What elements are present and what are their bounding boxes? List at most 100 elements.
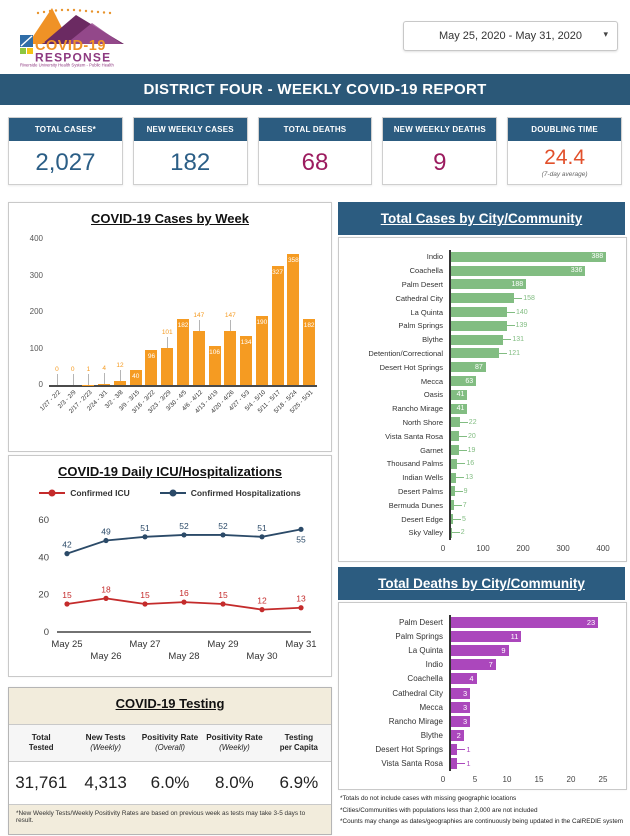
bar (192, 331, 205, 385)
bar-row: Mecca 63 (347, 374, 622, 388)
bar-row: La Quinta 9 (347, 643, 622, 658)
category-label: Mecca (420, 376, 443, 386)
bar-value-label: 1 (466, 745, 471, 755)
bar: 7 (451, 659, 496, 671)
bar: 41 (451, 389, 468, 400)
bar-value-label: 147 (193, 312, 205, 320)
data-point (103, 595, 109, 601)
section-header-total-cases-by-city: Total Cases by City/Community (338, 202, 625, 235)
chart-title-icu-hospitalizations: COVID-19 Daily ICU/Hospitalizations (58, 464, 282, 479)
bar-track: 9 (449, 643, 622, 658)
x-axis-label: May 25 (51, 639, 82, 650)
x-axis-tick: 0 (440, 543, 446, 553)
data-point (220, 601, 226, 607)
section-header-total-deaths-by-city: Total Deaths by City/Community (338, 567, 625, 600)
logo-text-response: RESPONSE (35, 51, 111, 65)
panel-icu-hospitalizations: COVID-19 Daily ICU/Hospitalizations Conf… (8, 455, 332, 677)
bar-value-label: 4 (469, 674, 474, 684)
testing-value: 6.0% (150, 773, 190, 792)
bar-track: 11 (449, 629, 622, 644)
bar: 3 (451, 701, 471, 713)
bar-value-label: 190 (256, 318, 268, 326)
x-axis: 0 100 200 300 400 (440, 543, 610, 558)
bar: 388 (451, 251, 607, 262)
bar-slot: 96 3/16 - 3/22 (131, 239, 160, 415)
testing-column-header: Positivity Rate (Overall) (141, 733, 199, 753)
bar (451, 758, 458, 770)
bar (451, 293, 515, 304)
category-label: Mecca (419, 702, 443, 712)
category-label: Garnet (420, 445, 443, 455)
bar-slot: 134 4/27 - 5/3 (228, 239, 254, 412)
testing-column-header: Total Tested (28, 733, 54, 753)
category-label: Palm Desert (398, 617, 443, 627)
testing-title: COVID-19 Testing (115, 696, 225, 711)
bar-track: 2 (449, 525, 622, 540)
y-axis-tick: 100 (29, 343, 43, 353)
bar (451, 431, 459, 442)
label-leader-line (457, 463, 466, 465)
stat-card-total-cases: TOTAL CASES* 2,027 (8, 117, 123, 185)
footnote-line: *Cities/Communities with populations les… (340, 806, 538, 814)
bar-row: Cathedral City 3 (347, 685, 622, 701)
bar-row: Palm Springs 139 (347, 318, 622, 333)
label-leader-line (56, 374, 58, 385)
logo-yellow-square (27, 48, 33, 54)
category-label: Coachella (409, 266, 443, 276)
x-axis-tick: 20 (566, 775, 576, 785)
x-axis-label: May 29 (207, 639, 238, 650)
bar-row: Palm Springs 11 (347, 629, 622, 644)
bar-value-label: 131 (512, 336, 525, 344)
panel-cases-by-week: COVID-19 Cases by Week 0 100 200 300 400 0 1/2… (8, 202, 332, 452)
data-point-label: 42 (62, 540, 72, 550)
data-point (298, 605, 304, 611)
bar (303, 318, 316, 385)
label-leader-line (104, 372, 106, 384)
x-axis-tick: 200 (516, 543, 530, 553)
bar-value-label: 20 (468, 432, 476, 440)
bar-track: 9 (449, 484, 622, 499)
data-point (259, 607, 265, 613)
bar-value-label: 1 (86, 365, 91, 373)
logo-tagline: Riverside University Health System - Pub… (20, 63, 114, 68)
bar-rows: Indio 388 Coachella 336 Palm Desert 188 Cathed… (347, 250, 622, 540)
logo-text-covid19: COVID-19 (35, 38, 106, 54)
footnote-line: *Totals do not include cases with missin… (340, 795, 517, 802)
bar-row: Thousand Palms 16 (347, 456, 622, 471)
bar (451, 445, 459, 456)
bar (271, 265, 284, 385)
stats-row: TOTAL CASES* 2,027 NEW WEEKLY CASES 182 … (8, 117, 622, 185)
testing-value: 31,761 (15, 773, 68, 792)
bar-row: Cathedral City 158 (347, 291, 622, 306)
data-point-label: 12 (257, 596, 267, 606)
label-leader-line (198, 320, 200, 332)
x-axis: 0 5 10 15 20 25 (441, 775, 608, 789)
label-leader-line (499, 352, 508, 354)
y-axis-tick: 300 (29, 270, 43, 280)
bar (224, 331, 237, 385)
label-leader-line (167, 337, 169, 349)
label-leader-line (459, 435, 467, 437)
x-axis-tick: 10 (502, 775, 512, 785)
stat-label: NEW WEEKLY DEATHS (383, 118, 497, 141)
footnotes: *Totals do not include cases with missin… (340, 793, 626, 828)
bar-slot: 12 3/2 - 3/8 (104, 239, 128, 410)
bar-row: Rancho Mirage 41 (347, 401, 622, 416)
bar (255, 315, 268, 385)
bar-row: Desert Hot Springs 1 (347, 742, 622, 757)
bar-value-label: 63 (465, 377, 474, 385)
bar-value-label: 13 (465, 474, 473, 482)
bar-value-label: 0 (70, 366, 75, 373)
date-range-select[interactable]: May 25, 2020 - May 31, 2020 ▾ (403, 21, 618, 51)
bar-row: Detention/Correctional 121 (347, 346, 622, 361)
category-label: Desert Edge (401, 514, 443, 524)
bar-slot: 182 5/25 - 5/31 (288, 239, 317, 415)
y-axis-tick: 0 (38, 380, 43, 389)
bar-row: Palm Desert 188 (347, 277, 622, 292)
bar-value-label: 182 (177, 321, 189, 329)
data-point (181, 599, 187, 605)
data-point (220, 532, 226, 538)
bar-slot: 190 5/4 - 5/10 (243, 239, 270, 412)
x-axis-label: May 28 (168, 651, 199, 662)
